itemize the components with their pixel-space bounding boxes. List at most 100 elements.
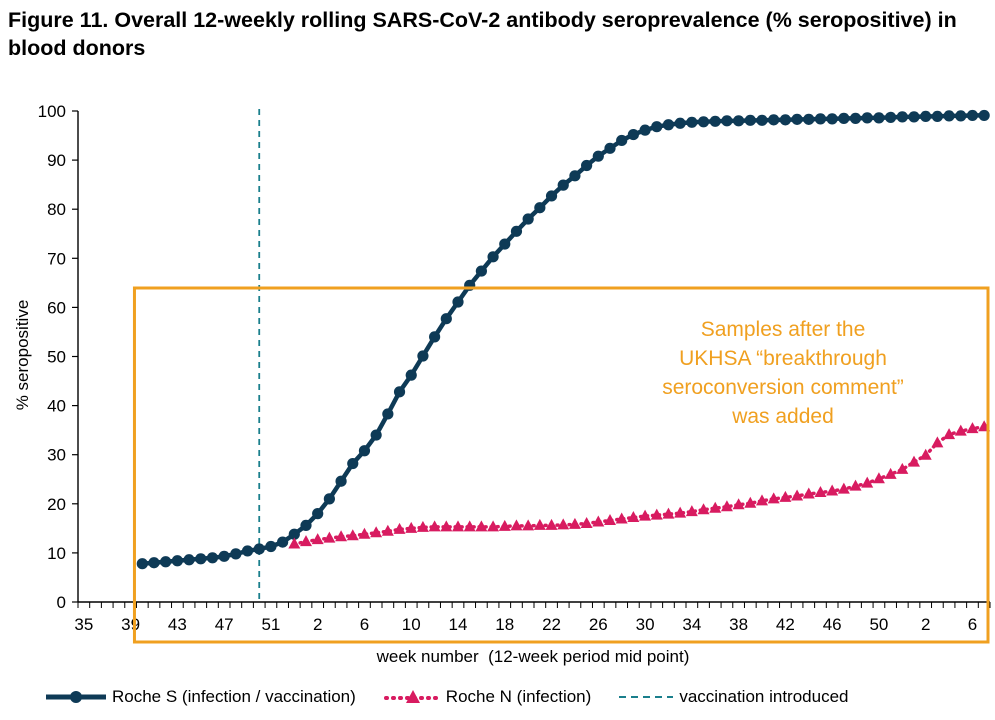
y-tick-label: 90 (47, 151, 66, 170)
roche-n-point (639, 509, 652, 521)
x-tick-label: 38 (729, 615, 748, 634)
roche-s-point (966, 109, 979, 122)
roche-s-point (241, 545, 254, 557)
roche-n-point (954, 424, 967, 436)
roche-s-point (885, 111, 897, 123)
roche-n-point (428, 520, 441, 532)
roche-s-point (662, 119, 675, 131)
legend-dotted-triangle-icon (383, 690, 442, 703)
x-tick-label: 22 (542, 615, 561, 634)
roche-n-point (732, 498, 745, 510)
roche-s-point (475, 265, 487, 277)
annotation-text-line: UKHSA “breakthrough (679, 347, 887, 370)
roche-s-point (382, 408, 394, 420)
roche-n-point (966, 422, 979, 434)
roche-s-point (253, 543, 265, 555)
roche-s-point (300, 519, 312, 532)
series-layer (136, 109, 991, 602)
roche-s-point (265, 540, 277, 553)
roche-n-point (533, 518, 546, 530)
roche-n-point (405, 521, 418, 533)
roche-n-point (872, 472, 885, 484)
legend-label-vaccination: vaccination introduced (679, 687, 849, 706)
roche-n-point (487, 520, 500, 532)
roche-n-point (627, 511, 640, 523)
roche-s-point (908, 111, 920, 123)
roche-s-point (183, 554, 195, 566)
roche-n-point (685, 505, 698, 517)
x-tick-label: 51 (261, 615, 280, 634)
annotation-text-line: was added (731, 405, 834, 428)
y-tick-label: 50 (47, 348, 66, 367)
roche-n-point (779, 490, 792, 502)
roche-n-point (580, 516, 593, 528)
legend-line-circle-icon (46, 691, 106, 703)
roche-n-point (720, 500, 733, 512)
roche-s-point (148, 557, 160, 569)
roche-s-point (791, 113, 803, 125)
roche-n-point (335, 530, 348, 542)
roche-s-point (920, 110, 932, 123)
roche-s-point (370, 429, 382, 441)
roche-s-point (768, 114, 780, 126)
roche-s-point (323, 493, 335, 505)
roche-n-point (510, 519, 523, 531)
roche-s-point (581, 159, 593, 172)
roche-s-point (849, 112, 862, 124)
y-tick-label: 0 (57, 593, 66, 612)
x-tick-label: 34 (682, 615, 701, 634)
roche-s-point (195, 553, 207, 565)
roche-n-point (908, 455, 920, 467)
roche-s-point (779, 114, 791, 126)
roche-n-point (744, 496, 757, 508)
roche-s-point (557, 179, 569, 191)
roche-s-point (686, 116, 698, 128)
x-tick-label: 46 (823, 615, 842, 634)
roche-s-point (978, 109, 990, 122)
roche-s-point (674, 117, 686, 129)
y-tick-label: 80 (47, 200, 66, 219)
legend-item-roche-n: Roche N (infection) (382, 687, 591, 707)
y-tick-label: 60 (47, 298, 66, 317)
roche-s-point (335, 475, 347, 487)
roche-s-point (277, 536, 289, 548)
roche-s-point (616, 134, 628, 147)
x-tick-label: 30 (636, 615, 655, 634)
roche-s-point (510, 225, 523, 237)
roche-n-point (802, 487, 815, 499)
legend-label-roche-s: Roche S (infection / vaccination) (112, 687, 356, 706)
roche-s-point (627, 128, 639, 141)
roche-n-point (557, 518, 570, 530)
roche-s-point (651, 121, 663, 133)
x-tick-label: 2 (921, 615, 930, 634)
y-tick-label: 40 (47, 397, 66, 416)
roche-s-point (499, 238, 511, 250)
roche-s-point (803, 113, 815, 125)
roche-s-point (639, 124, 651, 136)
roche-s-point (709, 115, 721, 127)
roche-s-point (347, 457, 359, 470)
legend-dashed-line-icon (619, 696, 674, 698)
roche-n-point (767, 492, 780, 504)
roche-n-point (650, 508, 663, 520)
roche-n-point (358, 527, 371, 539)
roche-n-point (709, 501, 722, 513)
x-tick-label: 14 (449, 615, 468, 634)
roche-s-point (545, 190, 558, 202)
roche-n-point (756, 494, 768, 506)
roche-n-point (370, 526, 383, 538)
roche-n-point (884, 467, 897, 479)
x-tick-label: 6 (968, 615, 977, 634)
roche-s-point (592, 150, 604, 162)
x-tick-label: 26 (589, 615, 608, 634)
annotation-layer: Samples after the UKHSA “breakthrough sero… (132, 286, 990, 644)
roche-n-point (323, 531, 336, 543)
x-tick-label: 42 (776, 615, 795, 634)
roche-n-point (826, 484, 839, 496)
roche-n-point (440, 520, 453, 532)
roche-s-point (931, 110, 943, 123)
y-tick-label: 100 (38, 102, 66, 121)
roche-n-point (861, 476, 874, 488)
roche-s-point (697, 116, 710, 128)
